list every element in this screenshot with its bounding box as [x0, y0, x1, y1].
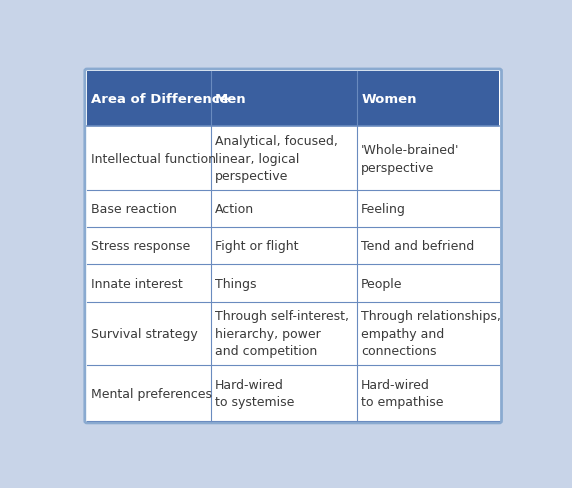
Bar — [210, 302, 357, 366]
Text: Fight or flight: Fight or flight — [215, 240, 299, 253]
Text: Stress response: Stress response — [91, 240, 190, 253]
Bar — [210, 228, 357, 265]
Bar — [357, 366, 499, 421]
Bar — [87, 265, 210, 302]
Text: Survival strategy: Survival strategy — [91, 327, 198, 340]
Text: Innate interest: Innate interest — [91, 277, 183, 290]
Text: Through self-interest,
hierarchy, power
and competition: Through self-interest, hierarchy, power … — [215, 310, 349, 358]
Text: Hard-wired
to empathise: Hard-wired to empathise — [361, 378, 444, 408]
Text: Through relationships,
empathy and
connections: Through relationships, empathy and conne… — [361, 310, 501, 358]
Bar — [210, 265, 357, 302]
Text: Feeling: Feeling — [361, 203, 406, 216]
Bar — [357, 265, 499, 302]
Text: Women: Women — [361, 93, 416, 106]
Text: Men: Men — [215, 93, 247, 106]
Bar — [357, 191, 499, 228]
Bar — [87, 72, 499, 127]
Text: Hard-wired
to systemise: Hard-wired to systemise — [215, 378, 294, 408]
Bar — [357, 127, 499, 191]
Bar — [357, 228, 499, 265]
Text: Action: Action — [215, 203, 254, 216]
Bar — [87, 228, 210, 265]
Bar — [87, 191, 210, 228]
Text: Mental preferences: Mental preferences — [91, 387, 212, 400]
FancyBboxPatch shape — [85, 70, 502, 423]
Bar — [210, 366, 357, 421]
Text: Tend and befriend: Tend and befriend — [361, 240, 474, 253]
Text: Intellectual function: Intellectual function — [91, 153, 216, 165]
Text: Area of Difference: Area of Difference — [91, 93, 229, 106]
Text: Base reaction: Base reaction — [91, 203, 177, 216]
Bar — [87, 366, 210, 421]
Bar — [210, 191, 357, 228]
Bar — [87, 302, 210, 366]
Bar — [87, 127, 210, 191]
Text: Analytical, focused,
linear, logical
perspective: Analytical, focused, linear, logical per… — [215, 135, 337, 183]
Text: Things: Things — [215, 277, 256, 290]
Text: People: People — [361, 277, 403, 290]
Text: 'Whole-brained'
perspective: 'Whole-brained' perspective — [361, 144, 460, 174]
Bar — [210, 127, 357, 191]
Bar — [357, 302, 499, 366]
